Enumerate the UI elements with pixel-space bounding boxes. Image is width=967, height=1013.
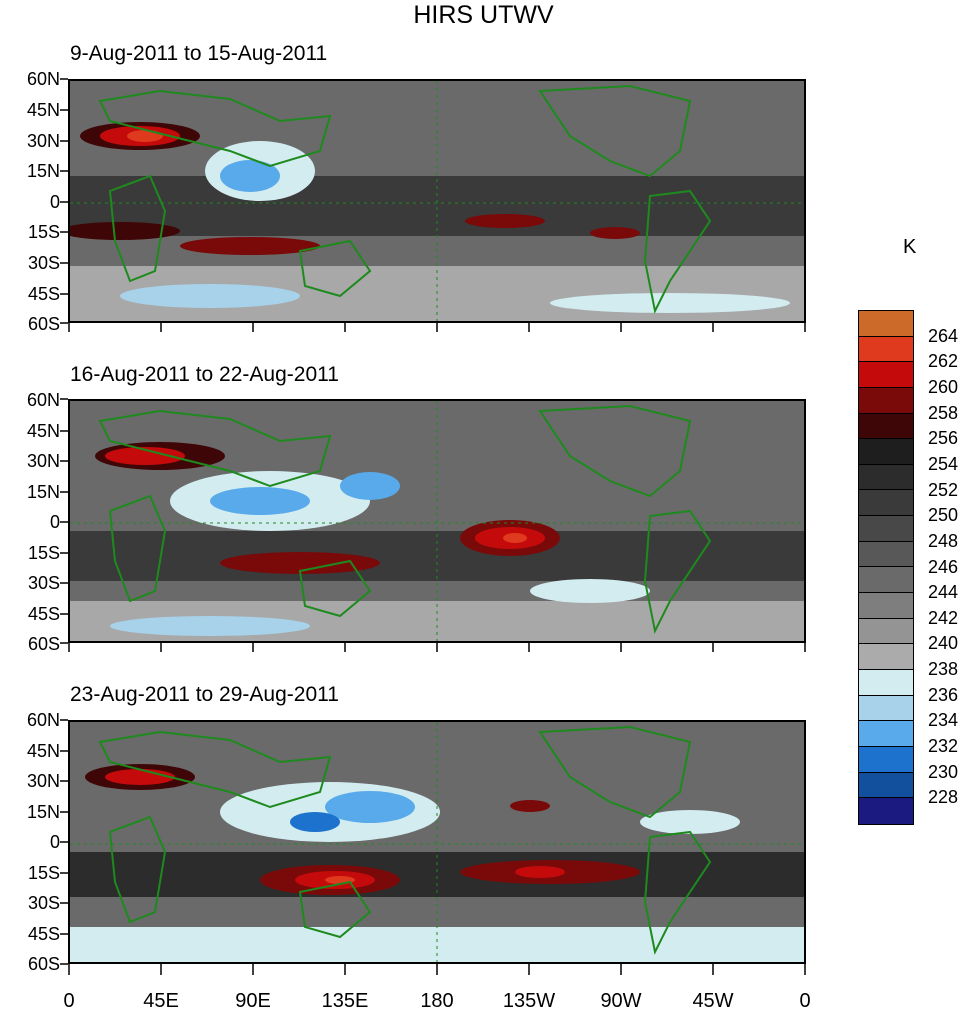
colorbar-label: 234 <box>928 710 959 731</box>
map-3-graphic <box>70 722 804 962</box>
lat-label-15n: 15N <box>26 482 60 502</box>
lat-label-0: 0 <box>49 512 60 532</box>
panel-3-title: 23-Aug-2011 to 29-Aug-2011 <box>70 683 339 706</box>
map-2-graphic <box>70 401 804 641</box>
colorbar-label: 230 <box>928 761 959 782</box>
colorbar-box <box>859 464 913 491</box>
colorbar-label: 250 <box>928 505 959 526</box>
colorbar-label: 240 <box>928 633 959 654</box>
colorbar-label: 246 <box>928 556 959 577</box>
panel-1-title: 9-Aug-2011 to 15-Aug-2011 <box>70 42 328 65</box>
colorbar-unit: K <box>903 236 917 258</box>
lat-label-45s: 45S <box>27 924 60 944</box>
colorbar-box <box>859 695 913 722</box>
colorbar-label: 242 <box>928 607 959 628</box>
lat-label-15s: 15S <box>27 543 60 563</box>
colorbar-box <box>859 669 913 696</box>
lat-label-45s: 45S <box>27 604 60 624</box>
lon-label-135e: 135E <box>321 990 369 1012</box>
lat-label-30n: 30N <box>26 131 60 151</box>
colorbar-label: 258 <box>928 402 959 423</box>
lat-label-0: 0 <box>49 192 60 212</box>
lat-label-60s: 60S <box>27 634 60 654</box>
colorbar-box <box>859 490 913 517</box>
colorbar-label: 254 <box>928 453 959 474</box>
lat-label-30n: 30N <box>26 771 60 791</box>
lon-label-90w: 90W <box>600 990 642 1012</box>
lat-label-15s: 15S <box>27 222 60 242</box>
colorbar-box <box>859 311 913 337</box>
lon-label-45w: 45W <box>692 990 734 1012</box>
lon-label-0: 0 <box>63 990 75 1012</box>
lat-label-60n: 60N <box>26 390 60 410</box>
lat-label-30n: 30N <box>26 451 60 471</box>
colorbar-box <box>859 567 913 594</box>
lat-label-30s: 30S <box>27 893 60 913</box>
map-panel-2 <box>68 399 806 643</box>
colorbar-label: 244 <box>928 582 959 603</box>
colorbar-label: 252 <box>928 479 959 500</box>
colorbar-label: 264 <box>928 325 959 346</box>
colorbar-label: 232 <box>928 736 959 757</box>
lat-label-45n: 45N <box>26 741 60 761</box>
colorbar-box <box>859 798 913 824</box>
colorbar-box <box>859 593 913 619</box>
lat-label-45n: 45N <box>26 421 60 441</box>
lat-label-15s: 15S <box>27 863 60 883</box>
lon-label-90e: 90E <box>235 990 271 1012</box>
colorbar-box <box>859 746 913 773</box>
colorbar-label: 236 <box>928 684 959 705</box>
map-panel-1 <box>68 79 806 323</box>
colorbar-box <box>859 336 913 363</box>
colorbar-box <box>859 413 913 440</box>
colorbar-label: 260 <box>928 376 959 397</box>
colorbar-label: 256 <box>928 428 959 449</box>
lat-label-45s: 45S <box>27 284 60 304</box>
map-1-graphic <box>70 81 804 321</box>
colorbar-box <box>859 618 913 645</box>
lat-label-60s: 60S <box>27 954 60 974</box>
lon-label-180: 180 <box>420 990 454 1012</box>
lat-label-30s: 30S <box>27 253 60 273</box>
lat-label-60n: 60N <box>26 69 60 89</box>
lat-label-45n: 45N <box>26 100 60 120</box>
colorbar-label: 262 <box>928 351 959 372</box>
colorbar-label: 228 <box>928 787 959 808</box>
lat-label-15n: 15N <box>26 161 60 181</box>
colorbar-label: 238 <box>928 659 959 680</box>
colorbar-box <box>859 772 913 799</box>
colorbar-label: 248 <box>928 530 959 551</box>
colorbar <box>858 310 914 825</box>
lon-label-0-end: 0 <box>799 990 811 1012</box>
lon-label-135w: 135W <box>502 990 556 1012</box>
colorbar-box <box>859 439 913 465</box>
colorbar-box <box>859 721 913 747</box>
colorbar-box <box>859 516 913 542</box>
lat-label-30s: 30S <box>27 573 60 593</box>
panel-2-title: 16-Aug-2011 to 22-Aug-2011 <box>70 363 339 386</box>
colorbar-box <box>859 541 913 568</box>
lon-label-45e: 45E <box>143 990 179 1012</box>
figure-title: HIRS UTWV <box>413 1 554 29</box>
lat-label-60s: 60S <box>27 314 60 334</box>
colorbar-box <box>859 387 913 414</box>
colorbar-box <box>859 362 913 388</box>
lat-label-60n: 60N <box>26 710 60 730</box>
colorbar-box <box>859 644 913 670</box>
lat-label-15n: 15N <box>26 802 60 822</box>
map-panel-3 <box>68 720 806 964</box>
lat-label-0: 0 <box>49 832 60 852</box>
